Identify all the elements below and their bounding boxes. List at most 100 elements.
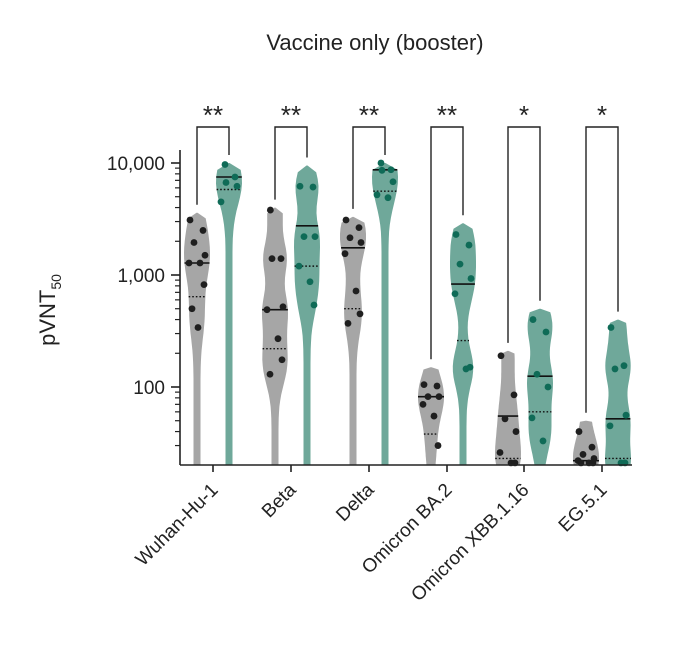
category-label: Beta bbox=[258, 479, 301, 522]
data-point-teal-omicron-xbb-1-16 bbox=[542, 328, 550, 336]
data-point-teal-delta bbox=[387, 166, 395, 174]
data-point-grey-wuhan-hu-1 bbox=[185, 259, 193, 267]
significance-label: ** bbox=[437, 100, 457, 130]
data-point-teal-omicron-xbb-1-16 bbox=[544, 383, 552, 391]
data-point-grey-eg-5-1 bbox=[588, 443, 596, 451]
data-point-grey-delta bbox=[341, 250, 349, 258]
data-point-grey-wuhan-hu-1 bbox=[200, 281, 208, 289]
data-point-grey-omicron-ba-2 bbox=[434, 442, 442, 449]
significance-bracket bbox=[196, 126, 230, 205]
data-point-teal-eg-5-1 bbox=[622, 411, 630, 419]
data-point-grey-beta bbox=[277, 255, 285, 263]
violin-teal-eg-5-1 bbox=[605, 319, 631, 465]
data-point-grey-beta bbox=[274, 335, 282, 343]
data-point-grey-delta bbox=[355, 224, 363, 231]
y-axis-label: pVNT50 bbox=[35, 274, 64, 346]
data-point-teal-omicron-xbb-1-16 bbox=[539, 437, 547, 445]
data-point-teal-eg-5-1 bbox=[611, 365, 619, 373]
data-point-grey-omicron-ba-2 bbox=[435, 393, 443, 401]
significance-bracket bbox=[507, 126, 541, 343]
data-point-teal-omicron-ba-2 bbox=[456, 260, 464, 268]
violin-grey-wuhan-hu-1 bbox=[184, 212, 210, 465]
points-layer bbox=[185, 159, 630, 467]
data-point-grey-omicron-ba-2 bbox=[419, 400, 427, 408]
data-point-teal-delta bbox=[373, 191, 381, 199]
violin-grey-beta bbox=[262, 207, 288, 465]
data-point-teal-omicron-xbb-1-16 bbox=[533, 370, 541, 378]
data-point-teal-delta bbox=[378, 166, 386, 174]
data-point-grey-wuhan-hu-1 bbox=[188, 305, 196, 313]
y-axis-label-subscript: 50 bbox=[48, 274, 64, 290]
axes-layer: 100 1,000 10,000 bbox=[107, 150, 632, 472]
data-point-grey-wuhan-hu-1 bbox=[186, 216, 194, 224]
significance-label: ** bbox=[359, 100, 379, 130]
category-label: EG.5.1 bbox=[555, 480, 612, 537]
data-point-teal-omicron-ba-2 bbox=[451, 290, 459, 298]
violin-teal-omicron-xbb-1-16 bbox=[527, 308, 553, 465]
data-point-grey-omicron-ba-2 bbox=[424, 393, 432, 401]
data-point-grey-omicron-xbb-1-16 bbox=[496, 449, 504, 456]
data-point-teal-beta bbox=[309, 183, 317, 191]
data-point-teal-wuhan-hu-1 bbox=[221, 161, 229, 168]
significance-label: * bbox=[519, 100, 529, 130]
data-point-grey-eg-5-1 bbox=[575, 428, 583, 435]
y-tick-label: 100 bbox=[133, 378, 165, 399]
data-point-teal-omicron-ba-2 bbox=[465, 241, 473, 249]
data-point-grey-delta bbox=[342, 216, 350, 224]
violin-grey-omicron-xbb-1-16 bbox=[495, 350, 521, 465]
violin-teal-beta bbox=[294, 165, 320, 466]
chart-title: Vaccine only (booster) bbox=[266, 30, 484, 55]
data-point-grey-beta bbox=[266, 206, 274, 214]
data-point-teal-wuhan-hu-1 bbox=[217, 198, 225, 206]
violin-teal-omicron-ba-2 bbox=[450, 223, 476, 465]
data-point-grey-wuhan-hu-1 bbox=[201, 251, 209, 259]
data-point-teal-eg-5-1 bbox=[606, 422, 614, 430]
data-point-teal-eg-5-1 bbox=[607, 324, 615, 331]
data-point-grey-beta bbox=[263, 306, 271, 314]
data-point-grey-wuhan-hu-1 bbox=[194, 324, 202, 331]
significance-bracket bbox=[430, 126, 464, 360]
data-point-teal-wuhan-hu-1 bbox=[231, 173, 239, 181]
significance-layer: ** ** ** ** * * bbox=[196, 100, 619, 413]
violin-teal-delta bbox=[372, 163, 398, 465]
data-point-grey-wuhan-hu-1 bbox=[196, 259, 204, 267]
data-point-teal-omicron-xbb-1-16 bbox=[528, 414, 536, 422]
category-label: Wuhan-Hu-1 bbox=[132, 480, 223, 571]
median-lines-layer bbox=[184, 168, 631, 462]
data-point-grey-beta bbox=[278, 356, 286, 364]
data-point-grey-delta bbox=[356, 310, 364, 318]
data-point-teal-delta bbox=[389, 178, 397, 186]
significance-bracket bbox=[585, 126, 619, 413]
category-label: Delta bbox=[332, 479, 379, 526]
significance-label: ** bbox=[281, 100, 301, 130]
data-point-teal-wuhan-hu-1 bbox=[233, 182, 241, 190]
data-point-teal-beta bbox=[296, 182, 304, 190]
data-point-grey-wuhan-hu-1 bbox=[199, 227, 207, 234]
violin-grey-delta bbox=[340, 216, 366, 465]
data-point-grey-omicron-ba-2 bbox=[433, 382, 441, 390]
significance-label: * bbox=[597, 100, 607, 130]
data-point-teal-beta bbox=[311, 233, 319, 241]
data-point-grey-delta bbox=[344, 319, 352, 327]
data-point-teal-eg-5-1 bbox=[620, 362, 628, 370]
data-point-grey-omicron-xbb-1-16 bbox=[497, 352, 505, 360]
data-point-grey-omicron-xbb-1-16 bbox=[501, 415, 509, 423]
significance-bracket bbox=[274, 126, 308, 200]
data-point-teal-delta bbox=[377, 159, 385, 167]
data-point-grey-delta bbox=[357, 239, 365, 246]
significance-bracket bbox=[352, 126, 386, 209]
data-point-grey-eg-5-1 bbox=[579, 451, 587, 458]
data-point-grey-beta bbox=[279, 303, 287, 311]
violins-layer bbox=[184, 163, 631, 466]
data-point-teal-omicron-ba-2 bbox=[466, 363, 474, 371]
significance-label: ** bbox=[203, 100, 223, 130]
data-point-teal-beta bbox=[310, 301, 318, 309]
data-point-grey-delta bbox=[346, 234, 354, 242]
data-point-teal-beta bbox=[300, 233, 308, 241]
data-point-grey-wuhan-hu-1 bbox=[190, 239, 198, 246]
data-point-grey-beta bbox=[266, 370, 274, 378]
data-point-grey-omicron-xbb-1-16 bbox=[512, 428, 520, 435]
data-point-teal-omicron-xbb-1-16 bbox=[529, 316, 537, 323]
